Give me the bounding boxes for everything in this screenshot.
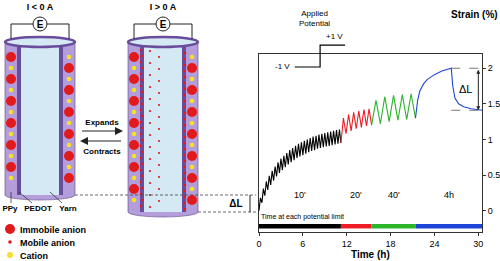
svg-text:18: 18 (386, 239, 396, 249)
svg-text:I > 0 A: I > 0 A (150, 2, 177, 12)
svg-text:2: 2 (488, 63, 493, 73)
svg-text:Yarn: Yarn (59, 204, 76, 213)
svg-text:AppliedPotential: AppliedPotential (299, 9, 330, 28)
svg-text:40': 40' (388, 190, 400, 200)
svg-text:0: 0 (488, 206, 493, 216)
svg-text:PEDOT: PEDOT (24, 204, 52, 213)
svg-text:Mobile anion: Mobile anion (20, 238, 75, 248)
svg-text:E: E (160, 19, 167, 30)
svg-text:4h: 4h (444, 190, 454, 200)
svg-text:1.5: 1.5 (488, 99, 500, 109)
svg-text:Cation: Cation (20, 251, 48, 261)
svg-text:20': 20' (350, 190, 362, 200)
svg-text:6: 6 (300, 239, 305, 249)
svg-text:ΔL: ΔL (229, 198, 242, 209)
svg-text:0.5: 0.5 (488, 170, 500, 180)
svg-text:30: 30 (473, 239, 483, 249)
svg-text:PPy: PPy (2, 204, 18, 213)
svg-text:0: 0 (256, 239, 261, 249)
svg-text:24: 24 (429, 239, 439, 249)
svg-text:Strain (%): Strain (%) (451, 9, 498, 20)
svg-text:Contracts: Contracts (83, 147, 121, 156)
svg-text:ΔL: ΔL (459, 83, 472, 95)
svg-text:Immobile anion: Immobile anion (20, 225, 86, 235)
svg-text:10': 10' (294, 190, 306, 200)
svg-text:I < 0 A: I < 0 A (27, 2, 54, 12)
svg-text:E: E (37, 19, 44, 30)
svg-text:12: 12 (342, 239, 352, 249)
svg-text:Time at each potential limit: Time at each potential limit (261, 213, 344, 221)
svg-text:-1 V: -1 V (275, 62, 290, 71)
svg-text:Time (h): Time (h) (351, 249, 390, 260)
svg-text:+1 V: +1 V (326, 32, 343, 41)
svg-text:Expands: Expands (85, 118, 119, 127)
svg-text:1: 1 (488, 135, 493, 145)
